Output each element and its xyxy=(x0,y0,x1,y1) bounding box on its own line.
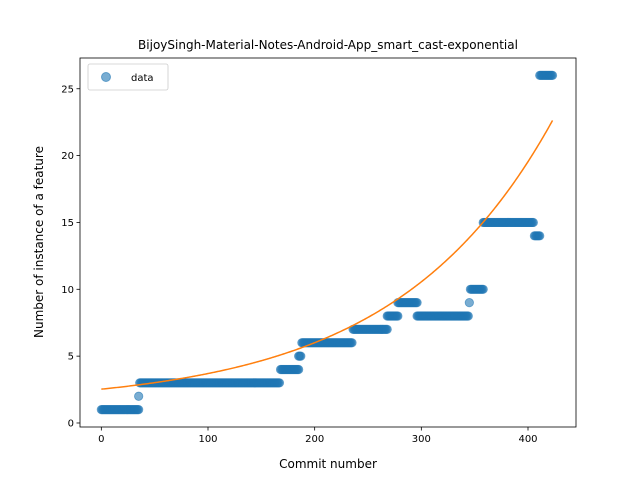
legend-box xyxy=(87,63,169,91)
legend-marker xyxy=(101,72,111,82)
y-tick-label: 5 xyxy=(68,352,74,363)
data-point xyxy=(528,217,538,228)
y-tick-label: 0 xyxy=(68,418,74,429)
x-tick-label: 100 xyxy=(198,434,217,445)
data-point xyxy=(134,405,144,415)
y-axis-label: Number of instance of a feature xyxy=(32,146,46,338)
data-point xyxy=(478,284,488,294)
x-tick-label: 400 xyxy=(518,434,537,445)
data-point xyxy=(382,324,392,334)
data-point xyxy=(463,311,473,321)
y-axis-ticks: 0 5 10 15 20 25 xyxy=(61,84,80,429)
x-tick-label: 300 xyxy=(412,434,431,445)
fit-curve xyxy=(101,120,554,390)
data-point xyxy=(134,391,144,401)
plot-frame xyxy=(79,57,577,428)
fit-line xyxy=(101,120,554,390)
chart-title: BijoySingh-Material-Notes-Android-App_sm… xyxy=(138,38,518,52)
data-point xyxy=(347,338,357,348)
x-axis-ticks: 0 100 200 300 400 xyxy=(98,427,538,445)
y-tick-label: 15 xyxy=(61,218,74,229)
legend-label-data: data xyxy=(131,73,154,84)
data-point xyxy=(294,364,304,375)
x-tick-label: 200 xyxy=(305,434,324,445)
x-axis-label: Commit number xyxy=(279,457,377,471)
y-tick-label: 25 xyxy=(61,84,74,95)
data-point xyxy=(547,70,558,80)
data-point xyxy=(274,378,285,388)
data-point xyxy=(535,231,545,241)
x-tick-label: 0 xyxy=(98,434,104,445)
legend: data xyxy=(87,63,169,91)
data-point xyxy=(464,298,474,308)
y-tick-label: 10 xyxy=(61,285,74,296)
data-point xyxy=(393,311,403,321)
data-point xyxy=(296,351,306,361)
data-point xyxy=(412,298,422,308)
y-tick-label: 20 xyxy=(61,151,74,162)
